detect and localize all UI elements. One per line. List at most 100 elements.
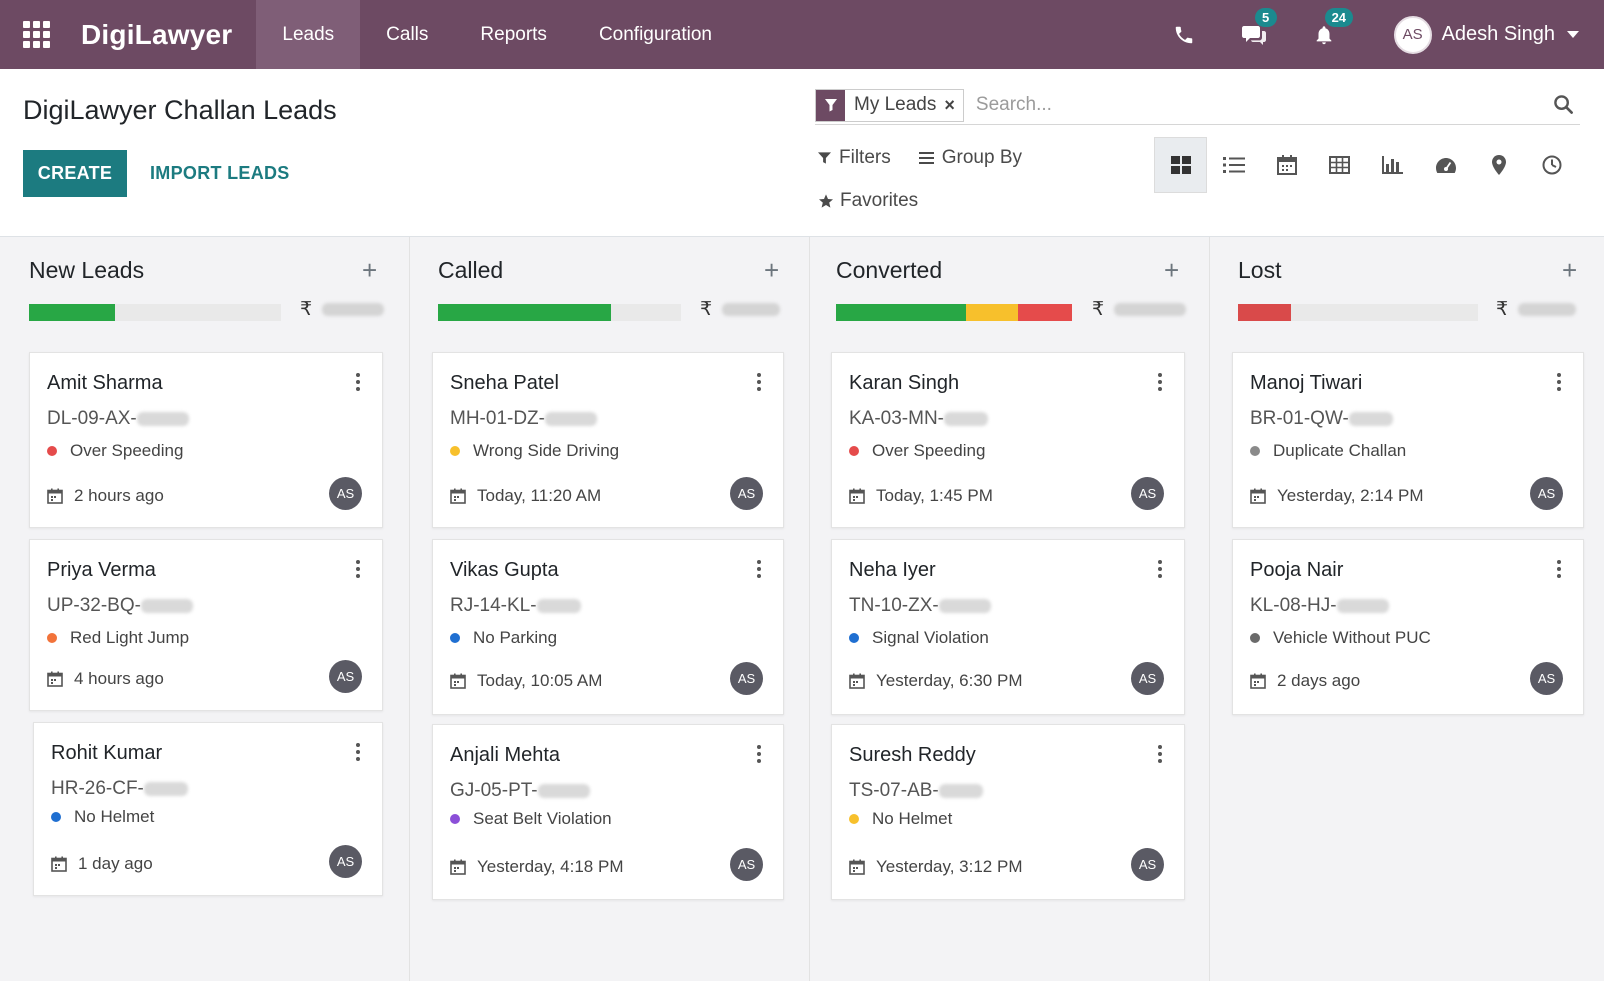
lead-card[interactable]: Pooja Nair KL-08-HJ- Vehicle Without PUC… <box>1232 539 1584 715</box>
lead-card[interactable]: Vikas Gupta RJ-14-KL- No Parking Today, … <box>432 539 784 715</box>
card-menu-kebab-icon[interactable] <box>1158 373 1162 394</box>
blurred-amount <box>722 303 781 316</box>
list-view-button[interactable] <box>1207 137 1260 193</box>
assignee-avatar[interactable]: AS <box>329 477 362 510</box>
plate-prefix: GJ-05-PT- <box>450 780 538 801</box>
lead-time: Today, 10:05 AM <box>450 671 602 691</box>
violation-tag: Vehicle Without PUC <box>1250 628 1431 648</box>
card-menu-kebab-icon[interactable] <box>757 560 761 581</box>
card-menu-kebab-icon[interactable] <box>757 745 761 766</box>
assignee-avatar[interactable]: AS <box>1131 662 1164 695</box>
kanban-view-button[interactable] <box>1154 137 1207 193</box>
card-menu-kebab-icon[interactable] <box>1158 745 1162 766</box>
lead-card[interactable]: Suresh Reddy TS-07-AB- No Helmet Yesterd… <box>831 724 1185 900</box>
search-icon[interactable] <box>1553 94 1574 120</box>
nav-configuration[interactable]: Configuration <box>598 23 712 45</box>
column-title[interactable]: Lost <box>1238 257 1282 283</box>
assignee-avatar[interactable]: AS <box>1530 662 1563 695</box>
violation-label: Wrong Side Driving <box>473 441 620 460</box>
lead-card[interactable]: Priya Verma UP-32-BQ- Red Light Jump 4 h… <box>29 539 383 711</box>
plate-blurred-suffix <box>545 412 597 426</box>
time-label: 2 hours ago <box>74 486 164 505</box>
column-add-plus-icon[interactable]: + <box>1164 255 1180 285</box>
kanban-column: New Leads + ₹ Amit Sharma DL-09-AX- Over… <box>0 237 410 981</box>
nav-calls[interactable]: Calls <box>386 23 429 45</box>
messages-icon[interactable]: 5 <box>1239 7 1277 50</box>
phone-icon[interactable] <box>1169 20 1199 50</box>
plate-prefix: KA-03-MN- <box>849 408 945 429</box>
vehicle-plate: BR-01-QW- <box>1250 408 1393 430</box>
groupby-label: Group By <box>941 147 1022 168</box>
assignee-avatar[interactable]: AS <box>329 845 362 878</box>
map-pin-icon <box>1491 155 1506 175</box>
violation-label: Duplicate Challan <box>1273 441 1407 460</box>
filters-dropdown[interactable]: Filters <box>818 147 891 169</box>
card-menu-kebab-icon[interactable] <box>356 560 360 581</box>
top-navbar: DigiLawyer Leads Calls Reports Configura… <box>0 0 1604 69</box>
assignee-avatar[interactable]: AS <box>730 848 763 881</box>
lead-card[interactable]: Karan Singh KA-03-MN- Over Speeding Toda… <box>831 352 1185 528</box>
column-progress-bar[interactable] <box>29 304 281 321</box>
lead-card[interactable]: Sneha Patel MH-01-DZ- Wrong Side Driving… <box>432 352 784 528</box>
progress-segment <box>29 304 115 321</box>
calendar-view-button[interactable] <box>1260 137 1313 193</box>
pivot-view-button[interactable] <box>1313 137 1366 193</box>
assignee-avatar[interactable]: AS <box>1530 477 1563 510</box>
lead-card[interactable]: Anjali Mehta GJ-05-PT- Seat Belt Violati… <box>432 724 784 900</box>
favorites-dropdown[interactable]: Favorites <box>818 190 918 212</box>
lead-card[interactable]: Manoj Tiwari BR-01-QW- Duplicate Challan… <box>1232 352 1584 528</box>
violation-dot <box>450 446 460 456</box>
graph-view-button[interactable] <box>1366 137 1419 193</box>
progress-segment <box>438 304 611 321</box>
column-title[interactable]: New Leads <box>29 257 145 283</box>
assignee-avatar[interactable]: AS <box>730 477 763 510</box>
column-add-plus-icon[interactable]: + <box>764 255 780 285</box>
user-avatar[interactable]: AS <box>1393 15 1432 54</box>
lead-card[interactable]: Rohit Kumar HR-26-CF- No Helmet 1 day ag… <box>33 722 383 896</box>
brand-name[interactable]: DigiLawyer <box>81 18 233 50</box>
assignee-avatar[interactable]: AS <box>329 660 362 693</box>
lead-time: Today, 1:45 PM <box>849 486 993 506</box>
column-title[interactable]: Called <box>438 257 504 283</box>
column-add-plus-icon[interactable]: + <box>362 255 378 285</box>
column-add-plus-icon[interactable]: + <box>1562 255 1578 285</box>
card-menu-kebab-icon[interactable] <box>757 373 761 394</box>
card-menu-kebab-icon[interactable] <box>356 373 360 394</box>
assignee-avatar[interactable]: AS <box>1131 848 1164 881</box>
time-label: 1 day ago <box>78 854 153 873</box>
create-button[interactable]: CREATE <box>23 150 127 197</box>
card-menu-kebab-icon[interactable] <box>356 743 360 764</box>
nav-reports[interactable]: Reports <box>480 23 547 45</box>
calendar-icon <box>849 488 865 504</box>
user-name[interactable]: Adesh Singh <box>1441 23 1555 45</box>
violation-tag: Duplicate Challan <box>1250 441 1406 461</box>
column-progress-bar[interactable] <box>836 304 1072 321</box>
kanban-icon <box>1170 156 1191 174</box>
user-menu-chevron-down-icon[interactable] <box>1567 31 1579 38</box>
lead-card[interactable]: Neha Iyer TN-10-ZX- Signal Violation Yes… <box>831 539 1185 715</box>
apps-menu-icon[interactable] <box>23 20 51 49</box>
activity-view-button[interactable] <box>1525 137 1578 193</box>
nav-leads[interactable]: Leads <box>256 0 361 69</box>
star-icon <box>819 194 833 208</box>
view-switcher <box>1154 137 1578 193</box>
facet-remove-close-icon[interactable]: × <box>944 94 955 115</box>
card-menu-kebab-icon[interactable] <box>1557 560 1561 581</box>
column-progress-bar[interactable] <box>1238 304 1478 321</box>
assignee-avatar[interactable]: AS <box>1131 477 1164 510</box>
map-view-button[interactable] <box>1472 137 1525 193</box>
search-input[interactable] <box>975 94 1536 116</box>
card-menu-kebab-icon[interactable] <box>1158 560 1162 581</box>
groupby-dropdown[interactable]: Group By <box>918 147 1022 169</box>
violation-tag: Over Speeding <box>849 441 985 461</box>
import-leads-button[interactable]: IMPORT LEADS <box>150 163 290 183</box>
card-menu-kebab-icon[interactable] <box>1557 373 1561 394</box>
column-title[interactable]: Converted <box>836 257 943 283</box>
main-nav: Leads Calls Reports Configuration <box>256 0 738 69</box>
dashboard-view-button[interactable] <box>1419 137 1472 193</box>
lead-time: Today, 11:20 AM <box>450 486 601 506</box>
assignee-avatar[interactable]: AS <box>730 662 763 695</box>
bell-icon[interactable]: 24 <box>1309 7 1354 50</box>
lead-card[interactable]: Amit Sharma DL-09-AX- Over Speeding 2 ho… <box>29 352 383 528</box>
column-progress-bar[interactable] <box>438 304 681 321</box>
